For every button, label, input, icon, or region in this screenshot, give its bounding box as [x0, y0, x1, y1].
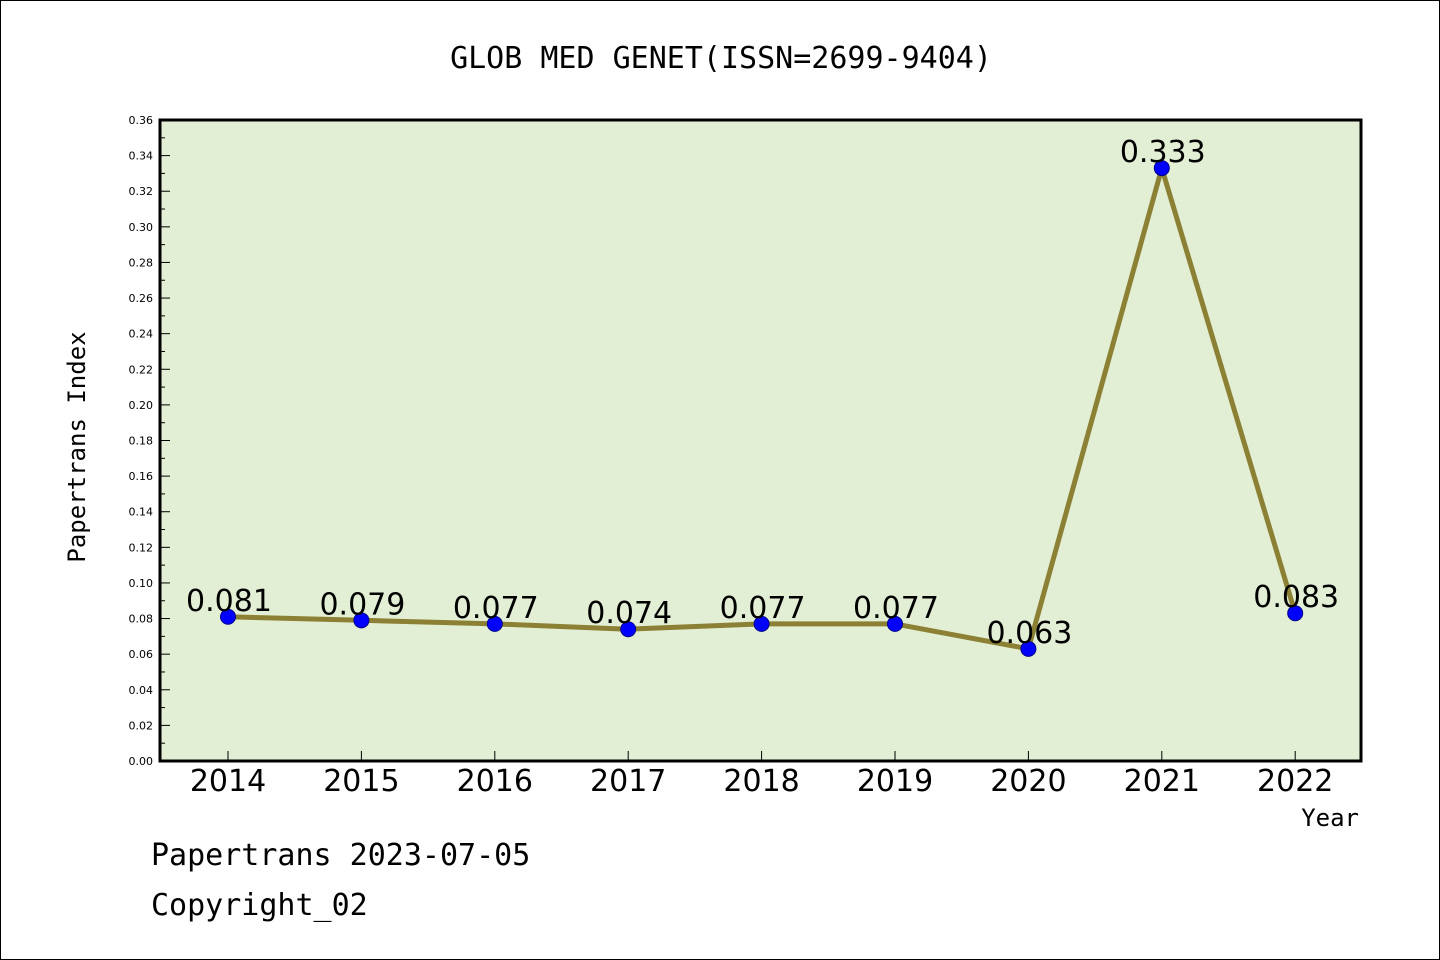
x-tick-label: 2019 — [857, 764, 933, 799]
y-tick-label: 0.32 — [129, 185, 154, 198]
x-tick-label: 2014 — [190, 764, 266, 799]
data-label: 0.083 — [1253, 580, 1339, 615]
x-axis: 2014 2015 2016 2017 2018 2019 2020 2021 2022 — [190, 751, 1333, 799]
y-tick-label: 0.14 — [129, 506, 154, 519]
data-label: 0.081 — [186, 584, 272, 619]
y-tick-label: 0.02 — [129, 719, 154, 732]
data-label: 0.063 — [986, 616, 1072, 651]
data-labels: 0.081 0.079 0.077 0.074 0.077 0.077 0.063 0.333… — [186, 135, 1339, 651]
y-tick-label: 0.28 — [129, 256, 154, 269]
footer-source: Papertrans 2023-07-05 — [151, 838, 530, 873]
y-axis: 0.00 0.02 0.04 0.06 0.08 0.10 0.12 0.14 0.16 0.18… — [129, 114, 170, 768]
x-tick-label: 2016 — [457, 764, 533, 799]
data-point — [220, 608, 236, 625]
x-tick-label: 2018 — [723, 764, 799, 799]
x-tick-label: 2021 — [1124, 764, 1200, 799]
y-tick-label: 0.30 — [129, 221, 154, 234]
y-axis-label: Papertrans Index — [63, 331, 91, 562]
y-tick-label: 0.18 — [129, 435, 154, 448]
y-tick-label: 0.26 — [129, 292, 154, 305]
data-label: 0.079 — [319, 587, 405, 622]
x-tick-label: 2020 — [990, 764, 1066, 799]
data-point — [1287, 605, 1304, 622]
data-label: 0.074 — [586, 596, 672, 631]
y-tick-label: 0.34 — [129, 150, 154, 163]
data-points — [220, 160, 1304, 657]
data-label: 0.077 — [453, 591, 539, 626]
x-tick-label: 2017 — [590, 764, 666, 799]
data-point — [1153, 160, 1170, 177]
y-tick-label: 0.06 — [129, 648, 154, 661]
chart-title: GLOB MED GENET(ISSN=2699-9404) — [450, 41, 992, 76]
data-point — [887, 615, 903, 632]
footer-copyright: Copyright_02 — [151, 888, 368, 923]
y-tick-label: 0.10 — [129, 577, 154, 590]
x-axis-label: Year — [1301, 804, 1359, 832]
plot-area — [160, 120, 1361, 761]
data-point — [1020, 640, 1037, 657]
y-tick-label: 0.36 — [129, 114, 154, 127]
data-point — [753, 615, 770, 632]
data-point — [353, 612, 370, 629]
y-tick-label: 0.24 — [129, 328, 154, 341]
y-tick-label: 0.22 — [129, 363, 154, 376]
data-label: 0.077 — [853, 591, 939, 626]
y-tick-label: 0.08 — [129, 613, 154, 626]
y-tick-label: 0.00 — [129, 755, 154, 768]
y-tick-label: 0.12 — [129, 541, 154, 554]
plot-border — [158, 118, 1363, 763]
data-label: 0.077 — [720, 591, 806, 626]
data-label: 0.333 — [1120, 135, 1206, 170]
y-tick-label: 0.04 — [129, 684, 154, 697]
data-point — [620, 621, 637, 638]
y-tick-label: 0.20 — [129, 399, 154, 412]
x-tick-label: 2015 — [323, 764, 399, 799]
data-point — [486, 615, 503, 632]
x-tick-label: 2022 — [1257, 764, 1333, 799]
y-tick-label: 0.16 — [129, 470, 154, 483]
